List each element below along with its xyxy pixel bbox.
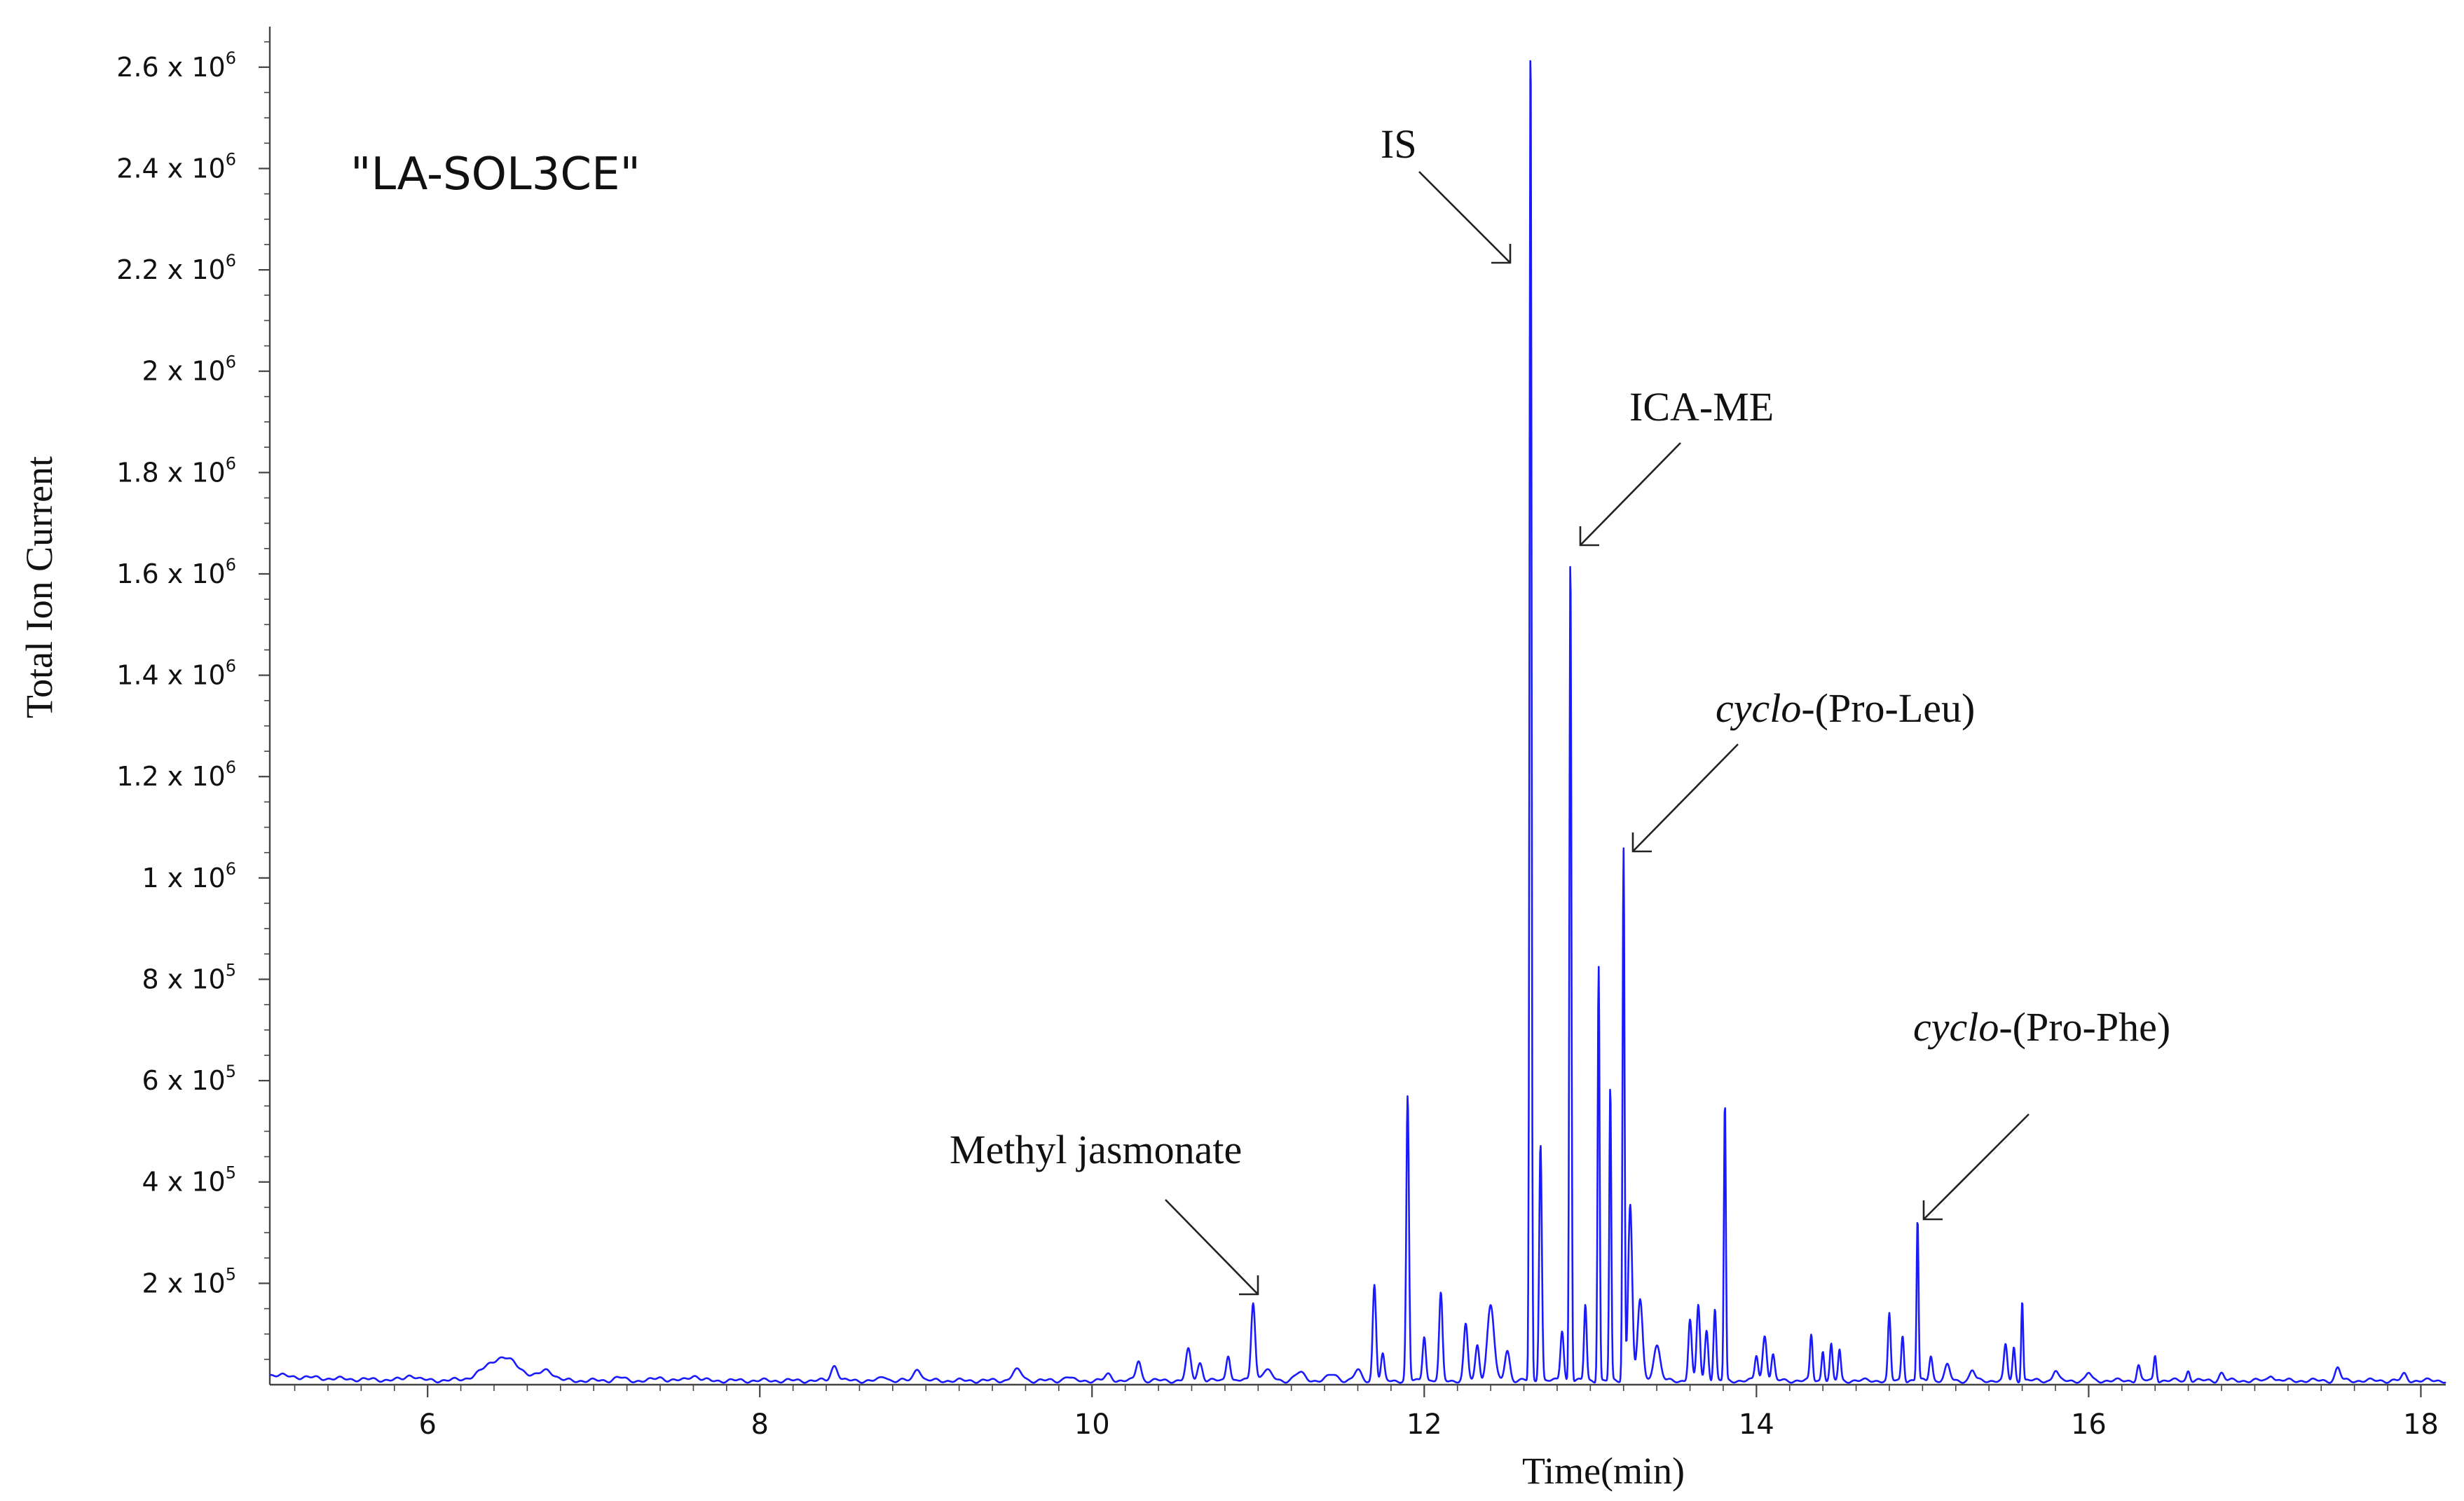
- y-tick-label-mantissa: 1.2 x 10: [116, 761, 225, 792]
- annotation-is-text: IS: [1381, 121, 1417, 167]
- y-tick-label-12: 2.6 x 106: [116, 48, 236, 83]
- arrow-is: [1418, 171, 1512, 264]
- y-tick-label-exponent: 6: [226, 48, 236, 68]
- y-tick-label-exponent: 5: [226, 960, 236, 980]
- y-tick-label-exponent: 6: [226, 758, 236, 777]
- y-tick-label-exponent: 6: [226, 453, 236, 473]
- x-tick-label-4: 14: [1739, 1409, 1774, 1441]
- y-tick-label-11: 2.4 x 106: [116, 149, 236, 184]
- annotation-pro-leu: cyclo-(Pro-Leu): [1716, 685, 1975, 731]
- annotation-is: IS: [1381, 121, 1417, 167]
- y-tick-label-mantissa: 2.6 x 10: [116, 52, 225, 83]
- x-tick-label-0: 6: [418, 1409, 436, 1441]
- y-tick-label-exponent: 6: [226, 251, 236, 270]
- y-tick-label-mantissa: 6 x 10: [142, 1065, 226, 1096]
- arrow-pro-leu: [1631, 743, 1739, 853]
- x-tick-label-5: 16: [2071, 1409, 2107, 1441]
- annotation-pro-leu-italic: cyclo: [1716, 685, 1801, 731]
- x-axis-title: Time(min): [1522, 1450, 1685, 1492]
- y-tick-label-mantissa: 2.4 x 10: [116, 153, 225, 184]
- y-tick-label-mantissa: 2 x 10: [142, 1268, 226, 1298]
- y-tick-label-10: 2.2 x 106: [116, 251, 236, 285]
- y-tick-label-exponent: 6: [226, 859, 236, 879]
- y-tick-label-exponent: 5: [226, 1264, 236, 1284]
- annotation-ica-me: ICA-ME: [1629, 384, 1774, 430]
- y-tick-label-mantissa: 1 x 10: [142, 863, 226, 893]
- y-tick-label-mantissa: 1.6 x 10: [116, 558, 225, 589]
- y-tick-label-mantissa: 1.8 x 10: [116, 457, 225, 488]
- y-tick-label-5: 1.2 x 106: [116, 758, 236, 792]
- x-tick-label-1: 8: [751, 1409, 768, 1441]
- y-tick-label-exponent: 6: [226, 149, 236, 169]
- x-tick-label-3: 12: [1406, 1409, 1442, 1441]
- y-tick-label-6: 1.4 x 106: [116, 657, 236, 691]
- arrow-methyl-jasmonate: [1165, 1199, 1259, 1296]
- y-tick-label-1: 4 x 105: [142, 1163, 236, 1198]
- y-ticks: [259, 41, 270, 1360]
- peak-annotations: IS ICA-ME cyclo-(Pro-Leu) cyclo-(Pro-Phe…: [950, 121, 2170, 1296]
- y-tick-label-mantissa: 2 x 10: [142, 356, 226, 387]
- y-tick-label-mantissa: 1.4 x 10: [116, 660, 225, 691]
- y-tick-label-mantissa: 2.2 x 10: [116, 254, 225, 285]
- y-tick-label-2: 6 x 105: [142, 1062, 236, 1096]
- x-tick-labels: 6 8 10 12 14 16 18: [418, 1409, 2438, 1441]
- y-tick-label-exponent: 6: [226, 352, 236, 372]
- axes: [268, 27, 2446, 1386]
- y-tick-label-4: 1 x 106: [142, 859, 236, 893]
- y-tick-label-mantissa: 8 x 10: [142, 964, 226, 994]
- x-ticks: [294, 1385, 2422, 1397]
- x-tick-label-6: 18: [2403, 1409, 2439, 1441]
- y-tick-label-exponent: 6: [226, 555, 236, 575]
- y-tick-label-3: 8 x 105: [142, 960, 236, 994]
- x-tick-label-2: 10: [1074, 1409, 1110, 1441]
- y-tick-label-exponent: 6: [226, 657, 236, 676]
- y-tick-label-7: 1.6 x 106: [116, 555, 236, 589]
- y-tick-label-0: 2 x 105: [142, 1264, 236, 1298]
- arrow-ica-me: [1579, 442, 1681, 547]
- y-tick-label-exponent: 5: [226, 1163, 236, 1183]
- y-tick-label-exponent: 5: [226, 1062, 236, 1081]
- annotation-pro-phe-italic: cyclo: [1913, 1004, 1999, 1050]
- annotation-methyl-jasmonate: Methyl jasmonate: [950, 1127, 1242, 1172]
- arrow-pro-phe: [1922, 1113, 2030, 1221]
- tic-trace-line: [269, 60, 2446, 1384]
- y-axis-title: Total Ion Current: [18, 456, 60, 718]
- annotation-methyl-jasmonate-text: Methyl jasmonate: [950, 1127, 1242, 1172]
- y-tick-label-9: 2 x 106: [142, 352, 236, 387]
- y-tick-label-8: 1.8 x 106: [116, 453, 236, 488]
- annotation-pro-phe: cyclo-(Pro-Phe): [1913, 1004, 2170, 1050]
- annotation-pro-phe-text: -(Pro-Phe): [1999, 1004, 2170, 1050]
- annotation-ica-me-text: ICA-ME: [1629, 384, 1774, 430]
- annotation-pro-leu-text: -(Pro-Leu): [1801, 685, 1975, 731]
- y-tick-label-mantissa: 4 x 10: [142, 1167, 226, 1198]
- sample-label: "LA-SOL3CE": [350, 149, 641, 200]
